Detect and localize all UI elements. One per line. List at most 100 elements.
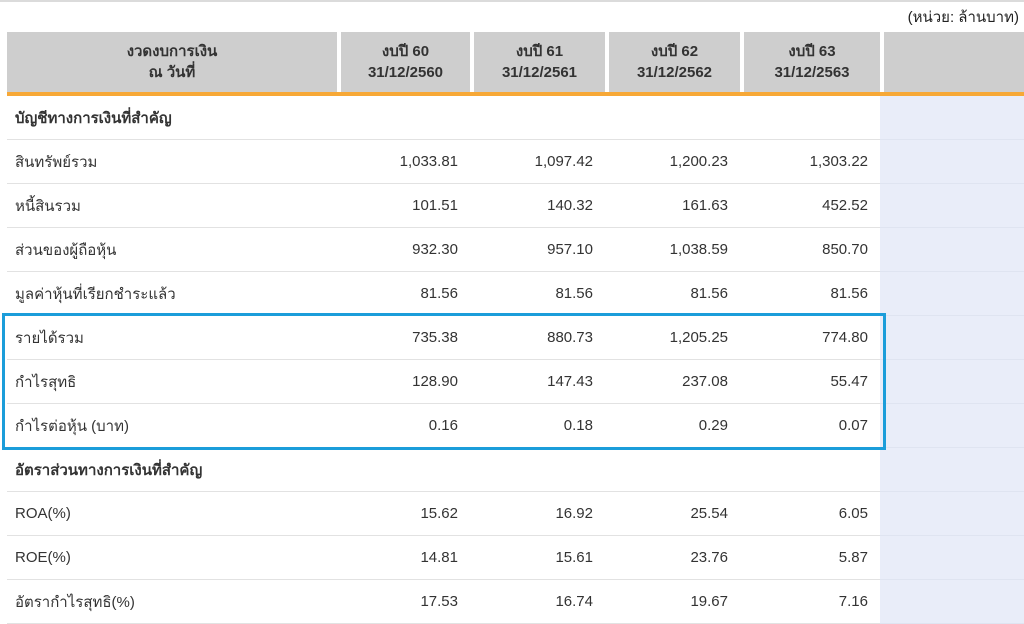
row-label: หนี้สินรวม	[7, 184, 337, 228]
table-row-total-liabilities: หนี้สินรวม 101.51 140.32 161.63 452.52	[7, 184, 1024, 228]
header-year-63-label: งบปี 63	[788, 43, 836, 60]
cell-value: 14.81	[337, 536, 470, 580]
header-year-60-label: งบปี 60	[381, 43, 430, 60]
header-year-62-label: งบปี 62	[650, 43, 699, 60]
row-label: ROA(%)	[7, 492, 337, 536]
cell-value: 81.56	[337, 272, 470, 316]
cell-value: 23.76	[605, 536, 740, 580]
row-label: ROE(%)	[7, 536, 337, 580]
financial-table: งวดงบการเงิน ณ วันที่ งบปี 60 31/12/2560…	[2, 32, 1024, 624]
row-label: อัตรากำไรสุทธิ(%)	[7, 580, 337, 624]
cell-value: 0.16	[337, 404, 470, 448]
row-label: กำไรต่อหุ้น (บาท)	[7, 404, 337, 448]
cell-value: 55.47	[740, 360, 880, 404]
header-period-line2: ณ วันที่	[148, 64, 196, 81]
cell-value: 25.54	[605, 492, 740, 536]
cell-value: 6.05	[740, 492, 880, 536]
cell-value: 237.08	[605, 360, 740, 404]
table-body: บัญชีทางการเงินที่สำคัญ สินทรัพย์รวม 1,0…	[2, 96, 1024, 624]
table-header-row: งวดงบการเงิน ณ วันที่ งบปี 60 31/12/2560…	[7, 32, 1024, 92]
table-row-shareholders-equity: ส่วนของผู้ถือหุ้น 932.30 957.10 1,038.59…	[7, 228, 1024, 272]
header-period: งวดงบการเงิน ณ วันที่	[7, 32, 337, 92]
cell-value: 17.53	[337, 580, 470, 624]
cell-value: 932.30	[337, 228, 470, 272]
header-year-60: งบปี 60 31/12/2560	[337, 32, 470, 92]
cell-value: 0.07	[740, 404, 880, 448]
band-cell	[880, 184, 1024, 228]
header-year-63-date: 31/12/2563	[774, 64, 850, 81]
header-empty-cell	[880, 32, 1024, 92]
table-row-net-profit-margin: อัตรากำไรสุทธิ(%) 17.53 16.74 19.67 7.16	[7, 580, 1024, 624]
band-cell	[880, 536, 1024, 580]
cell-value: 0.29	[605, 404, 740, 448]
row-label: สินทรัพย์รวม	[7, 140, 337, 184]
table-row-total-revenue: รายได้รวม 735.38 880.73 1,205.25 774.80	[7, 316, 1024, 360]
table-row-total-assets: สินทรัพย์รวม 1,033.81 1,097.42 1,200.23 …	[7, 140, 1024, 184]
highlighted-rows-group: รายได้รวม 735.38 880.73 1,205.25 774.80 …	[2, 313, 1024, 450]
cell-value: 81.56	[470, 272, 605, 316]
cell-value: 15.62	[337, 492, 470, 536]
cell-value: 1,200.23	[605, 140, 740, 184]
cell-value: 128.90	[337, 360, 470, 404]
cell-value: 1,038.59	[605, 228, 740, 272]
header-year-61-date: 31/12/2561	[501, 64, 578, 81]
header-year-61: งบปี 61 31/12/2561	[470, 32, 605, 92]
header-year-60-date: 31/12/2560	[367, 64, 444, 81]
band-cell	[880, 492, 1024, 536]
row-label: มูลค่าหุ้นที่เรียกชำระแล้ว	[7, 272, 337, 316]
row-label: ส่วนของผู้ถือหุ้น	[7, 228, 337, 272]
section-row-ratios: อัตราส่วนทางการเงินที่สำคัญ	[7, 448, 1024, 492]
unit-label: (หน่วย: ล้านบาท)	[907, 9, 1019, 26]
band-cell	[880, 448, 1024, 492]
band-cell	[880, 140, 1024, 184]
header-year-62: งบปี 62 31/12/2562	[605, 32, 740, 92]
header-year-62-date: 31/12/2562	[636, 64, 713, 81]
row-label: รายได้รวม	[7, 316, 337, 360]
cell-value: 880.73	[470, 316, 605, 360]
band-cell	[880, 96, 1024, 140]
band-cell	[880, 360, 1024, 404]
table-row-eps: กำไรต่อหุ้น (บาท) 0.16 0.18 0.29 0.07	[7, 404, 1024, 448]
cell-value: 735.38	[337, 316, 470, 360]
table-row-roe: ROE(%) 14.81 15.61 23.76 5.87	[7, 536, 1024, 580]
band-cell	[880, 580, 1024, 624]
orange-accent-bar	[7, 92, 1024, 96]
band-cell	[880, 272, 1024, 316]
band-cell	[880, 228, 1024, 272]
cell-value: 140.32	[470, 184, 605, 228]
cell-value: 16.92	[470, 492, 605, 536]
header-period-line1: งวดงบการเงิน	[126, 43, 218, 60]
table-row-net-profit: กำไรสุทธิ 128.90 147.43 237.08 55.47	[7, 360, 1024, 404]
cell-value: 81.56	[605, 272, 740, 316]
section-label: บัญชีทางการเงินที่สำคัญ	[7, 96, 880, 140]
cell-value: 1,303.22	[740, 140, 880, 184]
table-row-roa: ROA(%) 15.62 16.92 25.54 6.05	[7, 492, 1024, 536]
cell-value: 161.63	[605, 184, 740, 228]
band-cell	[880, 404, 1024, 448]
section-row-accounts: บัญชีทางการเงินที่สำคัญ	[7, 96, 1024, 140]
table-row-paid-up-capital: มูลค่าหุ้นที่เรียกชำระแล้ว 81.56 81.56 8…	[7, 272, 1024, 316]
cell-value: 101.51	[337, 184, 470, 228]
cell-value: 1,033.81	[337, 140, 470, 184]
cell-value: 957.10	[470, 228, 605, 272]
cell-value: 1,205.25	[605, 316, 740, 360]
header-year-63: งบปี 63 31/12/2563	[740, 32, 880, 92]
cell-value: 7.16	[740, 580, 880, 624]
section-label: อัตราส่วนทางการเงินที่สำคัญ	[7, 448, 880, 492]
cell-value: 452.52	[740, 184, 880, 228]
cell-value: 15.61	[470, 536, 605, 580]
cell-value: 1,097.42	[470, 140, 605, 184]
cell-value: 19.67	[605, 580, 740, 624]
header-year-61-label: งบปี 61	[515, 43, 564, 60]
cell-value: 81.56	[740, 272, 880, 316]
band-cell	[880, 316, 1024, 360]
row-label: กำไรสุทธิ	[7, 360, 337, 404]
cell-value: 5.87	[740, 536, 880, 580]
unit-row: (หน่วย: ล้านบาท)	[0, 2, 1024, 32]
cell-value: 147.43	[470, 360, 605, 404]
cell-value: 850.70	[740, 228, 880, 272]
top-divider	[0, 0, 1024, 2]
cell-value: 774.80	[740, 316, 880, 360]
cell-value: 16.74	[470, 580, 605, 624]
cell-value: 0.18	[470, 404, 605, 448]
